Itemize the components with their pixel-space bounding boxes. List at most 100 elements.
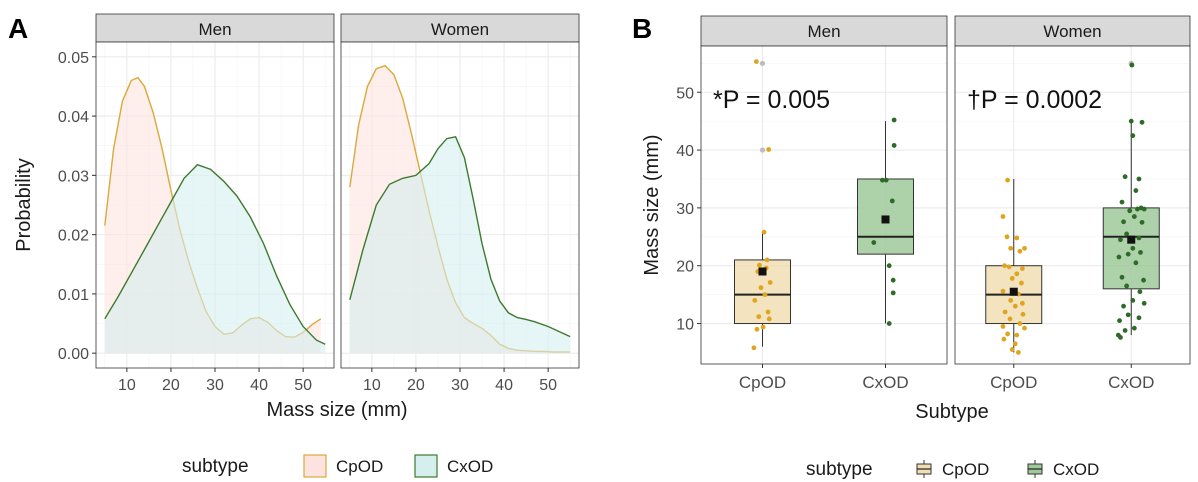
y-axis-title: Mass size (mm) — [641, 134, 663, 275]
jitter-point-cpod-women — [1005, 177, 1010, 183]
jitter-point-cxod-women — [1136, 315, 1142, 321]
jitter-point-cpod-men — [764, 257, 770, 263]
jitter-point-cxod-men — [890, 277, 896, 283]
y-tick-label: 0.05 — [58, 50, 89, 67]
jitter-point-cxod-women — [1119, 199, 1125, 205]
x-tick-label: 50 — [539, 377, 557, 394]
jitter-point-cxod-women — [1118, 335, 1123, 340]
jitter-point-cxod-men — [890, 290, 896, 296]
y-tick-label: 20 — [676, 259, 694, 276]
p-value-annotation-women: †P = 0.0002 — [967, 86, 1102, 114]
jitter-point-cxod-men — [871, 240, 877, 245]
jitter-point-cxod-men — [880, 177, 885, 183]
jitter-point-cpod-women — [1000, 324, 1006, 329]
x-tick-label: 20 — [162, 377, 180, 394]
jitter-point-cxod-women — [1138, 250, 1143, 255]
density-line-cxod-women — [349, 135, 571, 338]
jitter-point-cxod-women — [1136, 176, 1142, 182]
facet-label-women: Women — [1043, 22, 1101, 41]
jitter-point-cpod-women — [1017, 321, 1023, 326]
jitter-point-cxod-women — [1130, 298, 1136, 303]
jitter-point-cpod-women — [1022, 245, 1027, 251]
jitter-point-cxod-women — [1135, 206, 1140, 212]
jitter-point-cpod-men — [754, 326, 760, 332]
jitter-point-cpod-men — [762, 292, 768, 298]
facet-strip-women — [954, 15, 1191, 47]
jitter-point-cxod-women — [1122, 174, 1128, 180]
jitter-point-cxod-women — [1141, 300, 1147, 306]
legend-title: subtype — [182, 456, 249, 477]
jitter-point-cxod-women — [1118, 237, 1123, 243]
legend-label-cxod: CxOD — [447, 457, 493, 476]
legend-label-cpod: CpOD — [942, 460, 989, 479]
jitter-point-cpod-women — [1005, 331, 1010, 337]
facet-strip-men — [95, 13, 335, 43]
x-tick-label: 40 — [495, 377, 513, 394]
jitter-point-cxod-women — [1121, 219, 1126, 225]
density-fill-cxod-women — [349, 136, 571, 354]
panel-label-a: A — [8, 13, 28, 44]
jitter-point-cpod-women — [1020, 311, 1026, 317]
jitter-point-cxod-women — [1131, 325, 1137, 331]
y-tick-label: 0.00 — [58, 346, 89, 363]
jitter-point-cpod-women — [1009, 347, 1015, 352]
jitter-point-cpod-women — [1006, 264, 1012, 270]
outlier-cpod-men — [759, 60, 766, 66]
jitter-point-cxod-men — [891, 143, 897, 148]
jitter-point-cxod-women — [1119, 274, 1125, 280]
jitter-point-cxod-women — [1141, 206, 1147, 212]
x-axis-title: Subtype — [915, 401, 988, 423]
jitter-point-cpod-women — [1019, 300, 1025, 306]
jitter-point-cpod-women — [1012, 303, 1018, 309]
jitter-point-cpod-women — [1009, 276, 1015, 281]
panel-a: A Men 10 20 30 40 50 Women 10 20 30 40 50 0.00 0.01 0.0… — [8, 13, 580, 478]
y-tick-label: 10 — [676, 317, 694, 334]
jitter-point-cpod-women — [1022, 325, 1027, 331]
jitter-point-cxod-women — [1116, 254, 1122, 260]
jitter-point-cpod-women — [1007, 316, 1013, 322]
density-line-cxod-men — [104, 163, 326, 345]
jitter-point-cxod-men — [886, 321, 892, 326]
jitter-point-cpod-women — [1000, 288, 1006, 294]
jitter-point-cpod-women — [1008, 245, 1014, 251]
jitter-point-cxod-women — [1124, 231, 1130, 237]
jitter-point-cpod-women — [1014, 271, 1020, 277]
jitter-point-cxod-men — [891, 117, 897, 123]
jitter-point-cxod-women — [1130, 133, 1136, 139]
mean-marker-cpod-men — [758, 267, 767, 276]
jitter-point-cxod-men — [886, 263, 892, 269]
x-tick-label: CpOD — [739, 373, 786, 392]
panel-b: B Men *P = 0.005 CpOD CxOD Women †P = 0.0002 Cp… — [632, 13, 1191, 480]
jitter-point-cxod-women — [1125, 312, 1131, 318]
jitter-point-cpod-women — [1004, 234, 1010, 240]
jitter-point-cpod-men — [752, 298, 758, 303]
jitter-point-cpod-men — [760, 324, 766, 330]
density-fill-cxod-men — [104, 164, 326, 354]
jitter-point-cpod-women — [1019, 266, 1025, 271]
jitter-point-cxod-women — [1139, 219, 1145, 225]
jitter-point-cxod-women — [1122, 328, 1128, 333]
y-axis-title: Probability — [13, 158, 35, 251]
legend-label-cxod: CxOD — [1053, 460, 1099, 479]
jitter-point-cpod-women — [1014, 235, 1020, 241]
jitter-point-cxod-women — [1129, 62, 1135, 68]
mean-marker-cpod-women — [1009, 287, 1018, 296]
mean-marker-cxod-men — [881, 215, 890, 224]
mean-marker-cxod-women — [1127, 235, 1136, 244]
legend-key-cxod — [414, 454, 438, 478]
jitter-point-cpod-men — [761, 229, 767, 235]
jitter-point-cpod-women — [1000, 214, 1006, 219]
x-axis-title: Mass size (mm) — [266, 399, 407, 421]
jitter-point-cpod-men — [757, 262, 762, 268]
y-tick-label: 0.03 — [58, 168, 89, 185]
jitter-point-cpod-women — [1002, 263, 1007, 269]
facet-label-men: Men — [807, 22, 840, 41]
jitter-point-cpod-women — [1014, 332, 1020, 338]
x-tick-label: 50 — [294, 377, 312, 394]
legend-key-cpod — [303, 454, 327, 478]
facet-strip-women — [340, 13, 580, 43]
jitter-point-cxod-women — [1136, 235, 1142, 241]
outlier-cpod-men — [759, 147, 766, 153]
jitter-point-cxod-women — [1131, 214, 1137, 219]
